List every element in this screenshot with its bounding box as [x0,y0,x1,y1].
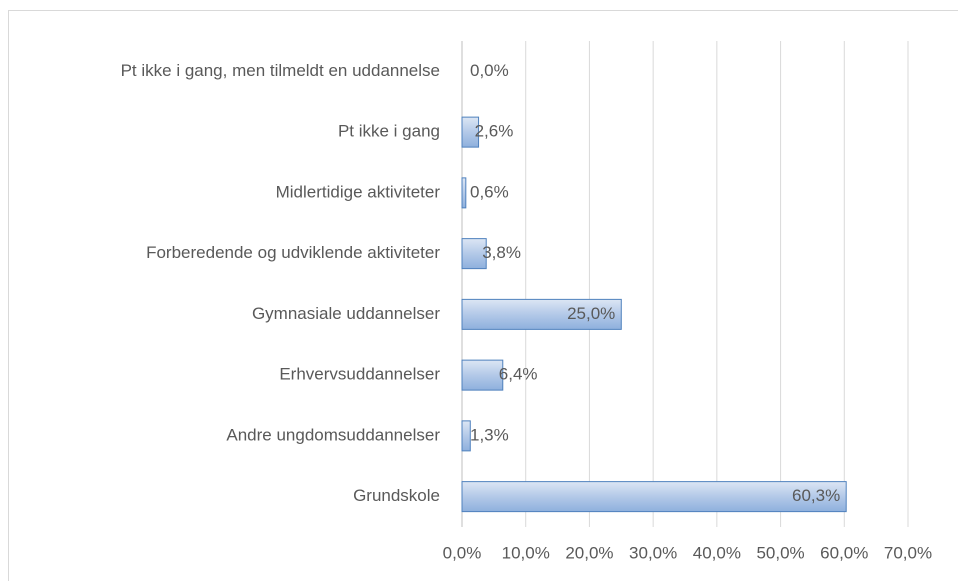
bar [461,420,471,452]
value-label: 0,0% [470,61,509,80]
value-label: 60,3% [792,486,840,505]
x-tick-label: 20,0% [565,543,613,562]
x-tick-label: 60,0% [820,543,868,562]
x-tick-label: 30,0% [629,543,677,562]
bar [461,238,487,270]
bar [461,116,480,148]
x-tick-label: 50,0% [756,543,804,562]
y-tick-label: Midlertidige aktiviteter [276,182,441,201]
value-label: 25,0% [567,304,615,323]
value-label: 0,6% [470,182,509,201]
x-tick-label: 70,0% [884,543,932,562]
y-tick-label: Erhvervsuddannelser [279,365,440,384]
value-label: 2,6% [475,122,514,141]
y-tick-label: Grundskole [353,486,440,505]
y-tick-label: Andre ungdomsuddannelser [226,425,440,444]
value-label: 3,8% [482,243,521,262]
y-tick-label: Forberedende og udviklende aktiviteter [146,243,440,262]
x-tick-label: 10,0% [502,543,550,562]
y-tick-label: Pt ikke i gang, men tilmeldt en uddannel… [121,61,440,80]
x-tick-label: 0,0% [443,543,482,562]
value-label: 1,3% [470,425,509,444]
bar [461,298,622,330]
bar [461,481,847,513]
bar [461,359,504,391]
value-label: 6,4% [499,365,538,384]
y-tick-label: Gymnasiale uddannelser [252,304,440,323]
y-tick-label: Pt ikke i gang [338,122,440,141]
x-tick-label: 40,0% [693,543,741,562]
bar [461,177,467,209]
